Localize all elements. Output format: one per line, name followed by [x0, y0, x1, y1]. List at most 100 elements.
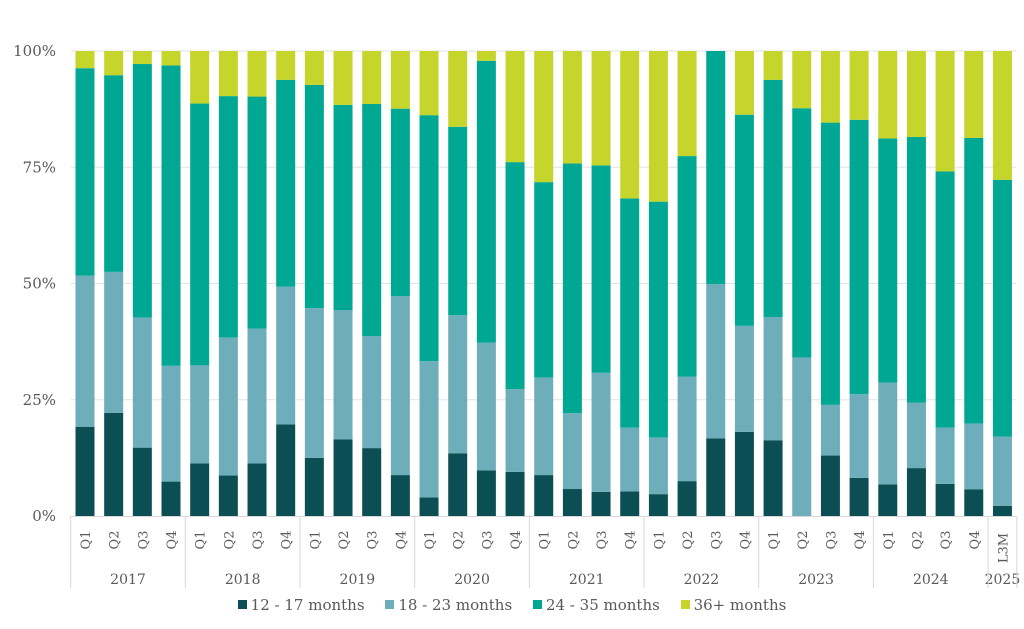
bar-stack [419, 51, 439, 516]
bar-stack [734, 51, 754, 516]
x-tick-label: Q1 [652, 531, 667, 550]
bar-segment [591, 491, 611, 516]
bar-segment [104, 271, 124, 413]
bar-segment [75, 275, 95, 427]
x-tick-label: Q2 [222, 531, 237, 550]
bar-segment [562, 51, 582, 164]
bar-segment [190, 103, 210, 366]
x-tick-label: Q3 [136, 531, 151, 550]
bar-segment [648, 51, 668, 202]
bar-segment [964, 423, 984, 490]
x-tick-label: Q2 [452, 531, 467, 550]
bar-segment [419, 497, 439, 516]
legend: 12 - 17 months 18 - 23 months 24 - 35 mo… [0, 596, 1024, 614]
legend-label: 18 - 23 months [398, 596, 513, 614]
bar-stack [706, 51, 726, 516]
bar-segment [849, 119, 869, 395]
bar-stack [591, 51, 611, 516]
bar-stack [132, 51, 152, 516]
bar-segment [878, 484, 898, 516]
bar-segment [820, 404, 840, 456]
bar-segment [820, 122, 840, 405]
bar-segment [333, 51, 353, 105]
bar-segment [734, 325, 754, 432]
bar-stack [849, 51, 869, 516]
y-axis: 0% 25% 50% 75% 100% [13, 42, 56, 525]
bar-segment [362, 336, 382, 449]
x-tick-label: Q3 [595, 531, 610, 550]
x-group-label: 2023 [798, 572, 834, 588]
bar-segment [734, 431, 754, 516]
bar-stack [763, 51, 783, 516]
bar-segment [218, 337, 238, 476]
bar-stack [276, 51, 296, 516]
bar-segment [276, 79, 296, 287]
bar-segment [390, 475, 410, 516]
bar-segment [763, 79, 783, 317]
bar-segment [648, 201, 668, 438]
bar-segment [992, 505, 1012, 516]
bar-stack [648, 51, 668, 516]
bar-segment [878, 382, 898, 485]
legend-item-36-plus: 36+ months [680, 596, 787, 614]
legend-label: 36+ months [693, 596, 787, 614]
bar-segment [104, 412, 124, 516]
bar-segment [132, 447, 152, 516]
bar-segment [247, 463, 267, 516]
bar-segment [505, 471, 525, 516]
bar-segment [935, 483, 955, 516]
bar-segment [849, 394, 869, 478]
legend-item-18-23: 18 - 23 months [385, 596, 512, 614]
bar-stack [362, 51, 382, 516]
bars [75, 51, 1012, 516]
x-tick-label: Q1 [308, 531, 323, 550]
bar-segment [247, 96, 267, 329]
bar-segment [104, 51, 124, 76]
bar-stack [247, 51, 267, 516]
bar-segment [591, 165, 611, 373]
bar-segment [677, 481, 697, 516]
y-tick-label: 0% [32, 507, 56, 525]
bar-segment [419, 51, 439, 116]
bar-segment [505, 51, 525, 163]
x-tick-label: Q2 [796, 531, 811, 550]
bar-segment [562, 413, 582, 490]
x-tick-label: Q2 [337, 531, 352, 550]
bar-segment [763, 51, 783, 80]
x-tick-label: Q2 [681, 531, 696, 550]
bar-segment [333, 439, 353, 516]
bar-segment [104, 75, 124, 272]
x-tick-label: Q1 [423, 531, 438, 550]
x-group-label: 2025 [985, 572, 1021, 588]
x-tick-label: Q3 [939, 531, 954, 550]
bar-segment [792, 108, 812, 358]
legend-item-12-17: 12 - 17 months [237, 596, 365, 614]
bar-stack [620, 51, 640, 516]
x-tick-label: Q1 [79, 531, 94, 550]
x-tick-label: Q3 [480, 531, 495, 550]
bar-segment [390, 51, 410, 109]
bar-segment [333, 104, 353, 311]
bar-stack [161, 51, 181, 516]
bar-stack [390, 51, 410, 516]
x-axis: Q1 Q2 Q3 Q4 Q1 Q2 Q3 Q4 Q1 Q2 Q3 Q4 Q1 Q2 Q3 Q4 Q1 Q2 Q3 Q4… [70, 516, 1021, 588]
bar-segment [562, 489, 582, 516]
bar-segment [304, 308, 324, 458]
x-group-label: 2022 [684, 572, 720, 588]
bar-segment [218, 475, 238, 516]
bar-segment [132, 64, 152, 318]
bar-segment [591, 372, 611, 492]
bar-segment [706, 51, 726, 284]
bar-stack [218, 51, 238, 516]
bar-segment [964, 51, 984, 138]
x-group-label: 2021 [569, 572, 605, 588]
x-tick-label: Q2 [910, 531, 925, 550]
bar-segment [218, 51, 238, 97]
bar-segment [792, 51, 812, 109]
x-tick-label: Q4 [624, 531, 639, 550]
x-tick-label: Q3 [710, 531, 725, 550]
x-group-label: 2017 [110, 572, 146, 588]
bar-segment [620, 198, 640, 428]
bar-segment [419, 115, 439, 362]
bar-stack [906, 51, 926, 516]
